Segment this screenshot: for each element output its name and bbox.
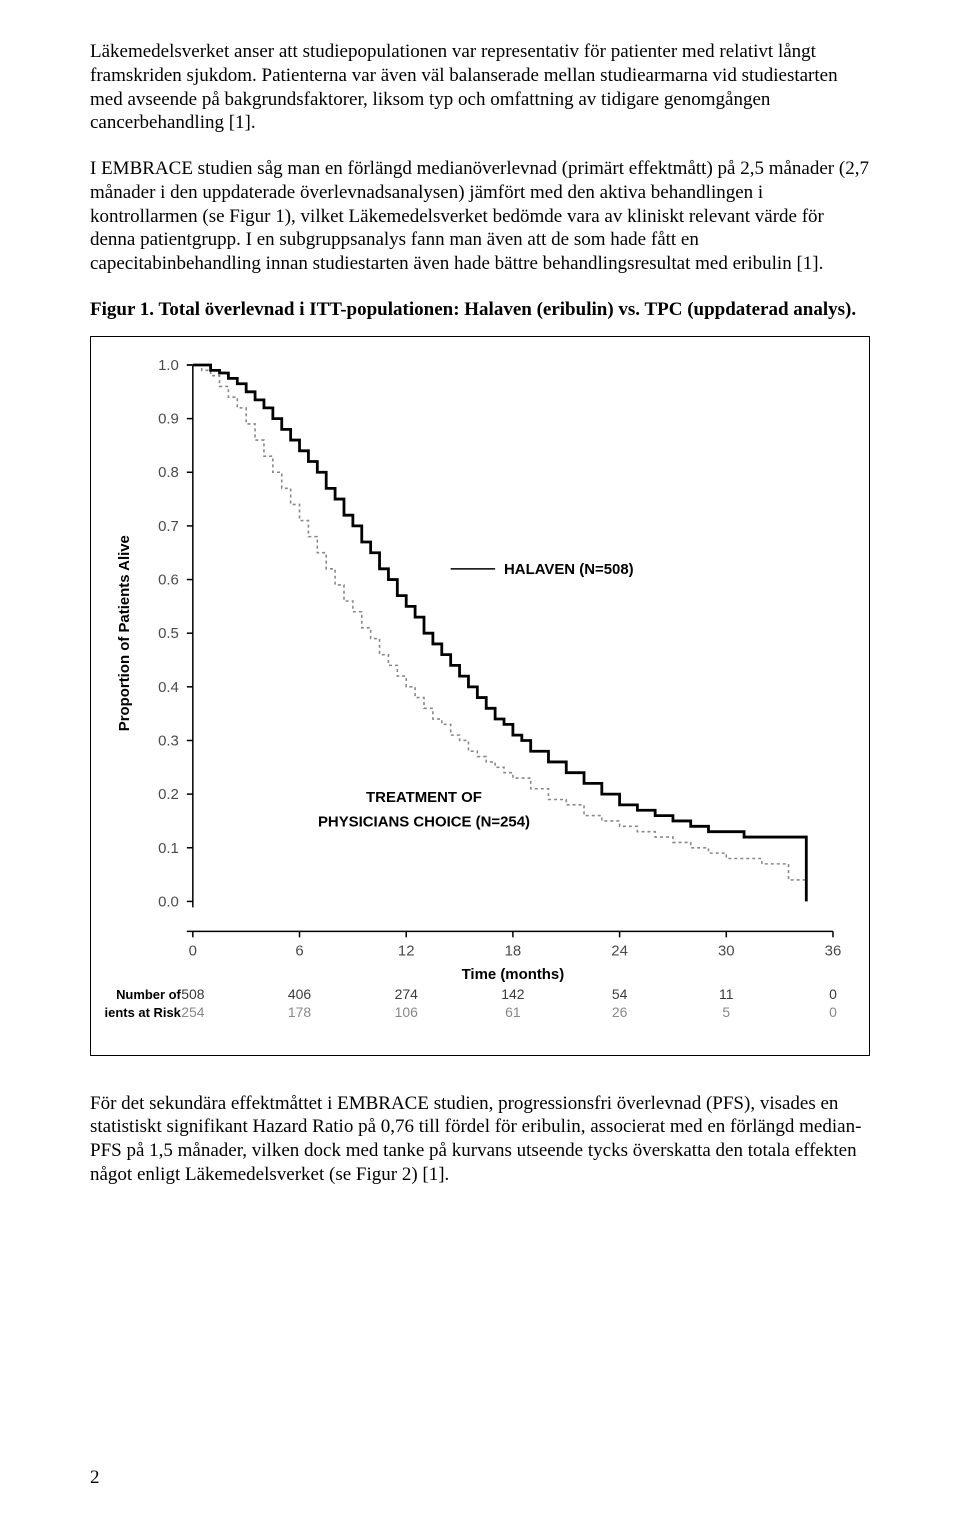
svg-text:274: 274 [395, 986, 419, 1002]
paragraph-3: För det sekundära effektmåttet i EMBRACE… [90, 1092, 870, 1187]
svg-text:0: 0 [829, 986, 837, 1002]
svg-text:0.1: 0.1 [158, 839, 179, 856]
paragraph-1: Läkemedelsverket anser att studiepopulat… [90, 40, 870, 135]
km-chart-svg: 0.0 0.1 0.2 0.3 0.4 0.5 0.6 0.7 0.8 0.9 1.0 0 6 12 18 2… [105, 355, 855, 1045]
svg-text:0: 0 [829, 1004, 837, 1020]
svg-text:0: 0 [189, 942, 197, 959]
svg-text:11: 11 [719, 986, 734, 1002]
svg-text:Time (months): Time (months) [462, 966, 565, 983]
svg-text:TREATMENT OF: TREATMENT OF [366, 789, 482, 806]
svg-text:0.7: 0.7 [158, 517, 179, 534]
svg-text:Patients at Risk: Patients at Risk [105, 1005, 182, 1020]
svg-text:36: 36 [825, 942, 842, 959]
svg-text:12: 12 [398, 942, 415, 959]
svg-text:0.6: 0.6 [158, 571, 179, 588]
svg-text:Number of: Number of [116, 987, 181, 1002]
svg-text:18: 18 [505, 942, 522, 959]
svg-text:406: 406 [288, 986, 312, 1002]
svg-text:178: 178 [288, 1004, 312, 1020]
svg-text:0.9: 0.9 [158, 410, 179, 427]
svg-text:HALAVEN (N=508): HALAVEN (N=508) [504, 560, 634, 577]
svg-text:0.4: 0.4 [158, 678, 179, 695]
survival-chart: 0.0 0.1 0.2 0.3 0.4 0.5 0.6 0.7 0.8 0.9 1.0 0 6 12 18 2… [90, 336, 870, 1056]
svg-text:6: 6 [295, 942, 303, 959]
svg-text:1.0: 1.0 [158, 356, 179, 373]
svg-text:508: 508 [181, 986, 205, 1002]
svg-text:24: 24 [611, 942, 628, 959]
svg-text:61: 61 [505, 1004, 521, 1020]
svg-text:106: 106 [395, 1004, 419, 1020]
svg-text:0.5: 0.5 [158, 625, 179, 642]
svg-text:254: 254 [181, 1004, 205, 1020]
svg-text:54: 54 [612, 986, 628, 1002]
svg-text:0.3: 0.3 [158, 732, 179, 749]
figure-caption: Figur 1. Total överlevnad i ITT-populati… [90, 298, 870, 322]
svg-text:5: 5 [722, 1004, 730, 1020]
svg-text:26: 26 [612, 1004, 628, 1020]
svg-text:Proportion of Patients Alive: Proportion of Patients Alive [116, 535, 133, 731]
svg-text:142: 142 [501, 986, 525, 1002]
svg-text:30: 30 [718, 942, 735, 959]
paragraph-2: I EMBRACE studien såg man en förlängd me… [90, 157, 870, 276]
document-page: Läkemedelsverket anser att studiepopulat… [0, 0, 960, 1519]
svg-text:0.0: 0.0 [158, 893, 179, 910]
svg-text:PHYSICIANS CHOICE (N=254): PHYSICIANS CHOICE (N=254) [318, 813, 530, 830]
svg-text:0.8: 0.8 [158, 464, 179, 481]
svg-text:0.2: 0.2 [158, 786, 179, 803]
page-number: 2 [90, 1467, 100, 1489]
